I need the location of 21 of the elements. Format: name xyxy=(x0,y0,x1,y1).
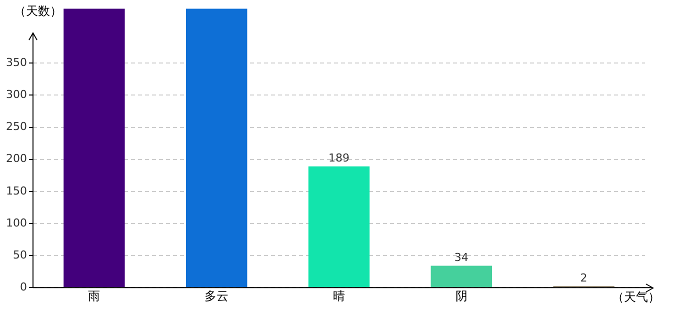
y-tick-label: 0 xyxy=(20,280,27,294)
x-tick-label: 雨 xyxy=(88,288,100,303)
y-tick-label: 200 xyxy=(6,152,27,166)
x-axis-title: （天气） xyxy=(612,290,660,304)
x-tick-label: 晴 xyxy=(333,288,345,303)
x-tick-label: 阴 xyxy=(455,288,468,303)
bar xyxy=(308,166,370,288)
data-label: 34 xyxy=(454,251,468,264)
y-tick-label: 300 xyxy=(6,88,27,102)
y-tick-label: 100 xyxy=(6,216,27,230)
y-tick-label: 50 xyxy=(12,248,27,262)
bar xyxy=(186,8,248,288)
bar xyxy=(430,266,492,288)
y-tick-label: 350 xyxy=(6,56,27,69)
data-label: 189 xyxy=(328,152,350,165)
y-axis-title: （天数） xyxy=(14,4,62,18)
bar xyxy=(64,8,125,288)
data-label: 2 xyxy=(580,272,588,285)
y-tick-label: 150 xyxy=(6,184,27,198)
x-tick-label: 多云 xyxy=(204,288,229,303)
y-tick-label: 250 xyxy=(6,120,27,134)
